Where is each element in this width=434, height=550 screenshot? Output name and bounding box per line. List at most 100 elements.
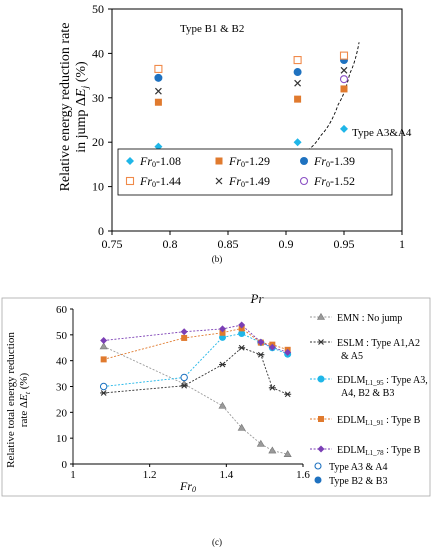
chart-c-point-emn-no-jump-shape xyxy=(218,401,227,409)
chart-c-point-emn-no-jump xyxy=(283,450,292,457)
chart-b-y-tick-label: 40 xyxy=(92,46,104,60)
chart-c-legend-marker-emn-no-jump xyxy=(316,312,326,320)
chart-c-point-eslm-type-a1-a2-a5 xyxy=(284,391,292,398)
chart-c-legend-label-edlm-l1-95-type-a3-a4-b2-b3: EDLML1_95 : Type A3, xyxy=(337,375,428,387)
chart-b-y-tick-label: 50 xyxy=(92,2,104,16)
chart-c-marker-legend-label-type-b2-b3: Type B2 & B3 xyxy=(329,476,387,487)
chart-b-point-fr0-1-39 xyxy=(154,73,163,82)
chart-c-legend-marker-edlm-l1-78-type-b-shape xyxy=(317,445,325,453)
chart-b-y-axis-label-line2: in jump ΔEj (%) xyxy=(74,61,91,153)
chart-c-y-tick-label: 0 xyxy=(62,459,68,471)
chart-c-point-emn-no-jump-shape xyxy=(99,342,108,350)
chart-b-legend-label-fr0-1-49: Fr0-1.49 xyxy=(228,174,270,189)
chart-c-point-edlm-l1-78-type-b-shape xyxy=(219,325,226,333)
chart-b-point-fr0-1-44 xyxy=(293,56,302,65)
chart-b-y-tick-label: 10 xyxy=(92,180,104,194)
chart-c-y-tick-label: 30 xyxy=(56,382,68,394)
chart-c-outer-frame xyxy=(1,297,431,497)
chart-c-legend-marker-edlm-l1-78-type-b xyxy=(317,445,325,453)
chart-c-legend-marker-eslm-type-a1-a2-a5 xyxy=(317,339,325,345)
chart-c-point-eslm-type-a1-a2-a5 xyxy=(268,384,276,391)
chart-b-x-tick-label: 0.8 xyxy=(163,237,178,251)
chart-c-point-edlm-l1-91-type-b xyxy=(219,329,226,336)
chart-c-y-tick-label: 10 xyxy=(56,433,68,445)
chart-b-x-tick-label: 0.9 xyxy=(279,237,294,251)
chart-b-x-tick-label: 1 xyxy=(399,237,405,251)
chart-b-point-fr0-1-29-shape xyxy=(340,85,348,93)
chart-b-point-fr0-1-08 xyxy=(293,138,302,147)
chart-c-marker-legend-type-a3-a4 xyxy=(314,462,322,470)
chart-c-point-edlm-l1-91-type-b xyxy=(181,334,188,341)
chart-b-legend-marker-fr0-1-29-shape xyxy=(215,157,223,165)
chart-b-point-fr0-1-49-shape xyxy=(340,66,348,74)
chart-b-annotation-type-a3-a4: Type A3&A4 xyxy=(352,127,412,139)
chart-c-legend: EMN : No jump ESLM : Type A1,A2 & A5 EDLML1… xyxy=(310,312,428,487)
chart-c-point-emn-no-jump xyxy=(237,423,246,431)
chart-b-legend-box xyxy=(117,148,393,196)
caption-b: (b) xyxy=(211,254,223,264)
chart-c-legend-label-eslm-type-a1-a2-a5: & A5 xyxy=(341,351,363,362)
chart-c-point-edlm-l1-91-type-b xyxy=(100,356,107,363)
chart-c-point-edlm-l1-78-type-b xyxy=(284,348,292,356)
chart-c-y-tick-label: 20 xyxy=(56,407,68,419)
chart-b-point-fr0-1-08-shape xyxy=(340,124,348,133)
chart-b-y-tick-label: 20 xyxy=(92,135,104,149)
chart-c-point-eslm-type-a1-a2-a5-shape xyxy=(238,344,246,351)
chart-c-point-emn-no-jump-shape xyxy=(268,446,277,454)
chart-c-point-edlm-l1-78-type-b xyxy=(180,328,188,336)
chart-c-point-eslm-type-a1-a2-a5-shape xyxy=(268,384,276,391)
chart-c-legend-marker-edlm-l1-95-type-a3-a4-b2-b3 xyxy=(317,375,325,383)
chart-c-open-circle-marker xyxy=(180,373,188,382)
chart-b-legend-marker-fr0-1-39-shape xyxy=(300,157,308,165)
chart-c-x-tick-label: 1.4 xyxy=(219,469,233,481)
chart-c: 1 1.2 1.4 1.6 0 10 20 30 40 50 60 Relative total e… xyxy=(1,297,431,497)
chart-b-point-fr0-1-29 xyxy=(154,98,162,106)
chart-c-marker-legend-type-b2-b3-shape xyxy=(314,476,322,484)
chart-c-legend-label-edlm-l1-95-type-a3-a4-b2-b3: A4, B2 & B3 xyxy=(341,388,394,399)
chart-c-legend-label-edlm-l1-91-type-b: EDLML1_91 : Type B xyxy=(337,415,421,427)
chart-c-y-tick-label: 40 xyxy=(56,356,68,368)
chart-c-point-eslm-type-a1-a2-a5-shape xyxy=(180,382,188,389)
chart-b-point-fr0-1-49 xyxy=(154,87,162,95)
chart-b-point-fr0-1-52-shape xyxy=(339,75,349,84)
chart-c-legend-marker-edlm-l1-95-type-a3-a4-b2-b3-shape xyxy=(317,375,325,383)
chart-c-legend-label-eslm-type-a1-a2-a5: ESLM : Type A1,A2 xyxy=(337,338,420,349)
chart-b-y-tick-label: 30 xyxy=(92,91,104,105)
chart-c-legend-label-edlm-l1-78-type-b: EDLML1_78 : Type B xyxy=(337,445,421,457)
chart-b-legend-marker-fr0-1-39 xyxy=(300,157,308,165)
chart-b-point-fr0-1-29 xyxy=(340,85,348,93)
chart-c-point-edlm-l1-78-type-b-shape xyxy=(284,348,292,356)
chart-b-x-axis-label: Pr xyxy=(250,291,265,306)
chart-b-legend-label-fr0-1-52: Fr0-1.52 xyxy=(313,174,355,189)
chart-c-y-tick-label: 60 xyxy=(56,304,68,316)
chart-c-point-eslm-type-a1-a2-a5 xyxy=(100,390,108,396)
chart-c-point-eslm-type-a1-a2-a5 xyxy=(219,361,226,368)
chart-c-point-emn-no-jump xyxy=(218,401,227,409)
chart-b-point-fr0-1-39 xyxy=(293,68,302,77)
chart-c-legend-label-emn-no-jump: EMN : No jump xyxy=(337,313,402,324)
chart-c-point-eslm-type-a1-a2-a5-shape xyxy=(219,361,226,368)
chart-c-point-edlm-l1-91-type-b-shape xyxy=(219,329,226,336)
chart-c-point-edlm-l1-78-type-b xyxy=(238,321,246,329)
chart-c-legend-marker-edlm-l1-91-type-b xyxy=(318,416,324,422)
chart-b-legend-label-fr0-1-29: Fr0-1.29 xyxy=(228,154,270,169)
chart-b-legend-marker-fr0-1-44-shape xyxy=(125,176,135,186)
chart-c-line-edlm-l1-78-type-b xyxy=(103,324,288,353)
chart-b-point-fr0-1-44-shape xyxy=(293,56,302,65)
chart-c-point-edlm-l1-78-type-b xyxy=(268,343,276,351)
chart-b-trend-curve xyxy=(303,42,360,154)
chart-c-point-emn-no-jump-shape xyxy=(283,450,292,457)
chart-c-y-axis-label-line2: rate ΔEt (%) xyxy=(18,372,32,427)
chart-b-point-fr0-1-49-shape xyxy=(294,79,302,87)
chart-b-point-fr0-1-49 xyxy=(340,66,348,74)
chart-c-point-eslm-type-a1-a2-a5 xyxy=(238,344,246,351)
chart-b-point-fr0-1-44-shape xyxy=(339,51,349,60)
chart-b-point-fr0-1-49-shape xyxy=(154,87,162,95)
chart-c-point-edlm-l1-95-type-a3-a4-b2-b3-shape xyxy=(238,330,246,338)
chart-b-point-fr0-1-29 xyxy=(294,95,302,103)
chart-c-point-edlm-l1-78-type-b-shape xyxy=(180,328,188,336)
chart-c-x-tick-label: 1.6 xyxy=(296,469,310,481)
